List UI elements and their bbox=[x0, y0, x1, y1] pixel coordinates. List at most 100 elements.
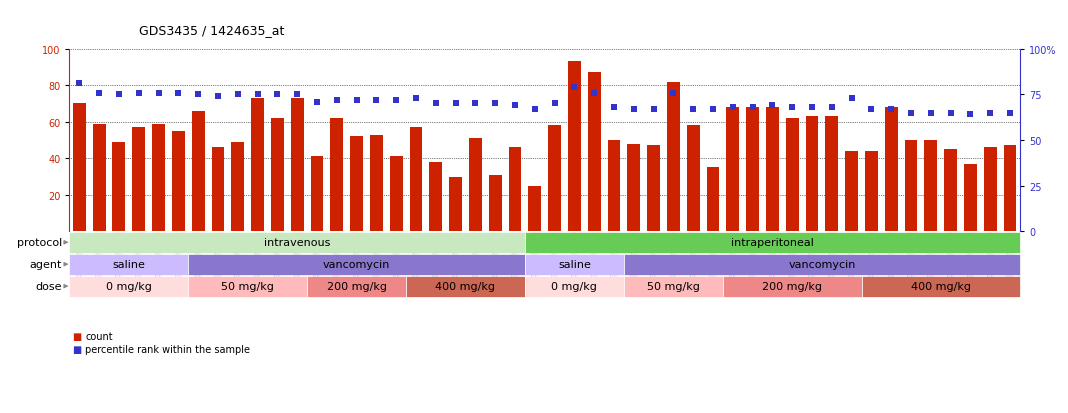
Bar bbox=[529, 186, 541, 232]
Bar bbox=[290, 99, 303, 232]
Bar bbox=[69, 232, 524, 253]
Bar bbox=[624, 276, 723, 297]
Point bbox=[467, 101, 484, 107]
Text: ■: ■ bbox=[73, 344, 82, 354]
Bar bbox=[489, 175, 502, 232]
Bar bbox=[350, 137, 363, 232]
Point bbox=[803, 104, 820, 111]
Point bbox=[427, 101, 444, 107]
Bar bbox=[587, 73, 600, 232]
Bar bbox=[524, 232, 1020, 253]
Point bbox=[962, 112, 979, 119]
Bar bbox=[188, 254, 524, 275]
Bar bbox=[548, 126, 561, 232]
Bar bbox=[568, 62, 581, 232]
Bar bbox=[747, 108, 759, 232]
Bar bbox=[508, 148, 521, 232]
Text: protocol: protocol bbox=[17, 238, 62, 248]
Bar bbox=[627, 144, 640, 232]
Point bbox=[585, 90, 602, 97]
Point bbox=[150, 90, 167, 97]
Point bbox=[1002, 110, 1019, 116]
Text: 200 mg/kg: 200 mg/kg bbox=[327, 281, 387, 292]
Bar bbox=[429, 163, 442, 232]
Bar bbox=[93, 124, 106, 232]
Point bbox=[110, 92, 127, 98]
Point bbox=[91, 90, 108, 97]
Bar bbox=[191, 112, 205, 232]
Point bbox=[190, 92, 207, 98]
Bar bbox=[69, 276, 188, 297]
Bar bbox=[271, 119, 284, 232]
Point bbox=[70, 81, 88, 88]
Bar bbox=[687, 126, 700, 232]
Bar bbox=[251, 99, 264, 232]
Point bbox=[843, 95, 860, 102]
Point bbox=[288, 92, 305, 98]
Bar bbox=[211, 148, 224, 232]
Bar bbox=[524, 254, 624, 275]
Point bbox=[230, 92, 247, 98]
Point bbox=[645, 107, 662, 113]
Point bbox=[269, 92, 286, 98]
Bar bbox=[469, 139, 482, 232]
Point bbox=[902, 110, 920, 116]
Bar bbox=[925, 141, 938, 232]
Point bbox=[724, 104, 741, 111]
Text: 0 mg/kg: 0 mg/kg bbox=[551, 281, 597, 292]
Point bbox=[625, 107, 642, 113]
Bar bbox=[845, 152, 858, 232]
Bar bbox=[73, 104, 85, 232]
Text: 400 mg/kg: 400 mg/kg bbox=[911, 281, 971, 292]
Bar bbox=[370, 135, 382, 232]
Text: 50 mg/kg: 50 mg/kg bbox=[221, 281, 274, 292]
Point bbox=[923, 110, 940, 116]
Bar bbox=[524, 276, 624, 297]
Point bbox=[348, 97, 365, 104]
Bar bbox=[723, 276, 862, 297]
Point bbox=[863, 107, 880, 113]
Text: 50 mg/kg: 50 mg/kg bbox=[647, 281, 700, 292]
Point bbox=[705, 107, 722, 113]
Point bbox=[487, 101, 504, 107]
Bar bbox=[884, 108, 898, 232]
Point bbox=[665, 90, 682, 97]
Text: saline: saline bbox=[557, 260, 591, 270]
Text: vancomycin: vancomycin bbox=[788, 260, 855, 270]
Bar bbox=[984, 148, 996, 232]
Bar bbox=[666, 82, 680, 232]
Bar bbox=[964, 164, 977, 232]
Point bbox=[764, 103, 781, 109]
Text: agent: agent bbox=[30, 260, 62, 270]
Bar bbox=[308, 276, 406, 297]
Bar bbox=[172, 132, 185, 232]
Point bbox=[388, 97, 405, 104]
Text: GDS3435 / 1424635_at: GDS3435 / 1424635_at bbox=[139, 24, 284, 37]
Bar bbox=[647, 146, 660, 232]
Point bbox=[367, 97, 384, 104]
Point bbox=[328, 97, 345, 104]
Point bbox=[309, 99, 326, 106]
Bar bbox=[409, 128, 423, 232]
Point bbox=[566, 85, 583, 91]
Bar bbox=[707, 168, 720, 232]
Point bbox=[447, 101, 465, 107]
Bar bbox=[905, 141, 917, 232]
Bar bbox=[786, 119, 799, 232]
Point bbox=[209, 94, 226, 100]
Bar bbox=[608, 141, 621, 232]
Bar bbox=[132, 128, 145, 232]
Text: intravenous: intravenous bbox=[264, 238, 330, 248]
Bar bbox=[726, 108, 739, 232]
Bar bbox=[766, 108, 779, 232]
Text: percentile rank within the sample: percentile rank within the sample bbox=[85, 344, 250, 354]
Bar bbox=[390, 157, 403, 232]
Point bbox=[942, 110, 959, 116]
Bar bbox=[805, 117, 818, 232]
Bar bbox=[865, 152, 878, 232]
Text: vancomycin: vancomycin bbox=[323, 260, 390, 270]
Point bbox=[823, 104, 841, 111]
Point bbox=[546, 101, 563, 107]
Bar bbox=[450, 177, 462, 232]
Bar bbox=[188, 276, 308, 297]
